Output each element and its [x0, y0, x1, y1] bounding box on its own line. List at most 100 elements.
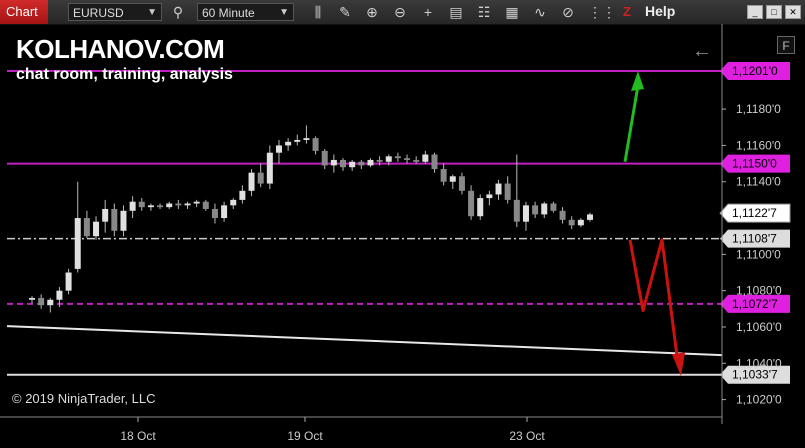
- candle-body: [468, 190, 475, 217]
- candle-body: [202, 201, 209, 209]
- price-chart[interactable]: 1,1201'0 1,1150'0 1,1122'7 1,1108'7 1,1072'7…: [0, 24, 805, 448]
- instrument-selector[interactable]: EURUSD ▼: [68, 3, 162, 21]
- wave-icon[interactable]: ∿: [534, 4, 546, 20]
- price-level-badge: 1,1150'0: [720, 154, 790, 173]
- candle: [458, 172, 465, 195]
- candle: [513, 154, 520, 228]
- candle-body: [550, 203, 557, 211]
- f-button[interactable]: F: [777, 36, 795, 54]
- candle: [312, 136, 319, 155]
- candle: [38, 294, 45, 309]
- y-tick-label: 1,1060'0: [736, 320, 782, 334]
- price-level-badge: 1,1122'7: [719, 203, 791, 223]
- green-arrowhead: [631, 71, 644, 91]
- candle-body: [541, 203, 548, 215]
- candle: [111, 203, 118, 237]
- candle: [166, 201, 173, 209]
- layout-icon[interactable]: ▤: [449, 4, 463, 20]
- candle: [559, 207, 566, 224]
- search-icon[interactable]: ⚲: [172, 4, 184, 20]
- strategy-icon[interactable]: ▦: [505, 4, 519, 20]
- arrow-left-icon[interactable]: ←: [692, 40, 712, 62]
- candle-body: [74, 218, 81, 269]
- price-level-badge: 1,1072'7: [720, 294, 790, 313]
- candle-body: [294, 139, 301, 142]
- interval-value: 60 Minute: [202, 6, 255, 20]
- price-badge-label: 1,1033'7: [732, 368, 778, 382]
- properties-icon[interactable]: ☷: [477, 4, 491, 20]
- candle-body: [340, 159, 347, 168]
- candle-body: [532, 205, 539, 215]
- candle: [56, 287, 63, 308]
- candle-body: [211, 208, 218, 219]
- candle: [129, 196, 136, 219]
- candle: [440, 163, 447, 186]
- help-menu[interactable]: Help: [645, 3, 676, 19]
- candle-body: [321, 150, 328, 166]
- candle-body: [404, 158, 411, 160]
- candle-body: [330, 159, 337, 166]
- grid-icon[interactable]: ⋮⋮: [588, 4, 616, 20]
- price-level-badge: 1,1033'7: [720, 365, 790, 384]
- candle: [504, 176, 511, 204]
- candle: [102, 199, 109, 233]
- x-tick-label: 19 Oct: [287, 429, 323, 443]
- candle: [541, 201, 548, 219]
- candle: [349, 159, 356, 171]
- candle: [184, 201, 191, 209]
- candle-body: [458, 176, 465, 191]
- zoom-out-icon[interactable]: ⊖: [394, 4, 406, 20]
- candle: [330, 154, 337, 173]
- candle: [340, 158, 347, 171]
- candle: [358, 159, 365, 170]
- chart-tab[interactable]: Chart: [0, 0, 48, 24]
- candle-body: [477, 198, 484, 217]
- price-badge-label: 1,1150'0: [732, 157, 777, 171]
- candle: [577, 218, 584, 228]
- zoom-in-icon[interactable]: ⊕: [366, 4, 378, 20]
- brand-subtitle: chat room, training, analysis: [16, 66, 233, 83]
- candle: [303, 125, 310, 144]
- candle-body: [312, 138, 319, 151]
- close-icon[interactable]: ✕: [785, 5, 801, 19]
- minimize-icon[interactable]: _: [747, 5, 763, 19]
- candle-body: [513, 199, 520, 222]
- candle-body: [376, 159, 383, 162]
- candle-body: [385, 156, 392, 162]
- z-button[interactable]: Z: [623, 4, 631, 19]
- candle: [120, 205, 127, 237]
- ruler-icon[interactable]: ⊘: [562, 4, 574, 20]
- maximize-icon[interactable]: □: [766, 5, 782, 19]
- trend-line: [6, 325, 723, 357]
- candle-body: [367, 159, 374, 166]
- candle: [495, 179, 502, 200]
- candle: [404, 154, 411, 164]
- price-badge-label: 1,1108'7: [732, 232, 777, 246]
- candle: [449, 174, 456, 190]
- candle: [239, 185, 246, 204]
- y-tick-label: 1,1140'0: [736, 175, 781, 189]
- candle-body: [394, 156, 401, 159]
- price-badge-shape: [720, 365, 790, 384]
- candle: [486, 190, 493, 206]
- chevron-down-icon: ▼: [279, 7, 289, 18]
- candle: [587, 212, 593, 222]
- candle-body: [303, 138, 310, 140]
- candle-body: [111, 208, 118, 231]
- candle: [193, 199, 200, 208]
- bar-type-icon[interactable]: ⫼: [314, 4, 322, 20]
- candle: [522, 201, 529, 231]
- candle-body: [358, 161, 365, 166]
- candle: [468, 185, 475, 220]
- candle: [285, 138, 292, 151]
- crosshair-icon[interactable]: +: [423, 4, 433, 20]
- candle: [413, 156, 420, 164]
- candle-body: [175, 203, 182, 206]
- price-badge-shape: [720, 294, 790, 313]
- price-badge-shape: [720, 229, 790, 248]
- candle: [367, 158, 374, 168]
- candle-body: [157, 205, 164, 208]
- interval-selector[interactable]: 60 Minute ▼: [197, 3, 294, 21]
- pencil-icon[interactable]: ✎: [339, 4, 351, 20]
- candle: [138, 198, 145, 211]
